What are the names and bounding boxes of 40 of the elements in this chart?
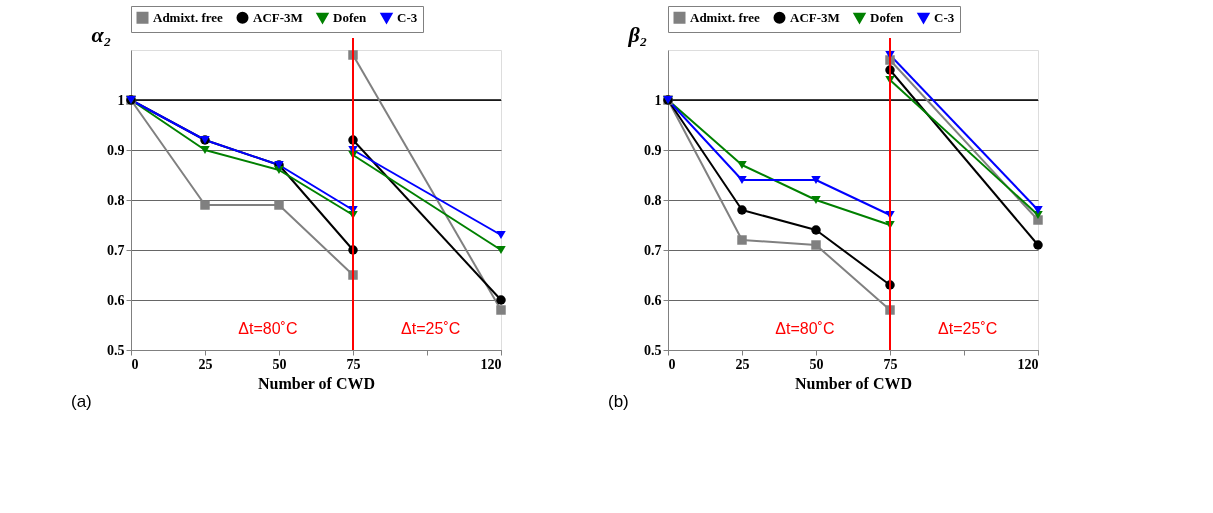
y-tick-label: 1 [117,92,125,108]
x-tick-label: 75 [883,356,898,372]
x-tick-label: 50 [272,356,287,372]
y-axis-title: β₂ [627,21,648,47]
y-tick-label: 0.5 [644,342,662,358]
x-tick-label: 25 [198,356,213,372]
x-tick-label: 75 [346,356,361,372]
legend-label: Dofen [870,10,904,26]
legend-label: ACF-3M [790,9,840,25]
legend-label: C-3 [934,10,955,26]
y-tick-label: 0.8 [107,192,125,208]
x-tick-label: 120 [480,356,502,372]
y-axis-title: α₂ [91,21,112,47]
y-tick-label: 1 [654,92,662,108]
x-tick-label: 120 [1017,356,1039,372]
legend-label: Admixt. free [153,9,224,25]
x-tick-label: 0 [131,356,139,372]
y-tick-label: 0.8 [644,192,662,208]
y-tick-label: 0.7 [107,242,125,258]
text: (b) [608,392,629,411]
legend-label: C-3 [397,10,418,26]
annotation: Δt=80˚C [238,320,298,337]
x-tick-label: 50 [809,356,824,372]
x-axis-title: Number of CWD [257,374,376,392]
x-tick-label: 0 [668,356,676,372]
legend-label: Admixt. free [690,9,761,25]
y-tick-label: 0.5 [107,342,125,358]
y-tick-label: 0.6 [107,292,125,308]
y-tick-label: 0.9 [644,142,662,158]
legend-label: Dofen [333,10,367,26]
y-tick-label: 0.9 [107,142,125,158]
annotation: Δt=25˚C [938,320,998,337]
y-tick-label: 0.7 [644,242,662,258]
text: (a) [71,392,92,411]
y-tick-label: 0.6 [644,292,662,308]
annotation: Δt=25˚C [401,320,461,337]
x-tick-label: 25 [735,356,750,372]
x-axis-title: Number of CWD [794,374,913,392]
legend-label: ACF-3M [253,9,303,25]
annotation: Δt=80˚C [775,320,835,337]
